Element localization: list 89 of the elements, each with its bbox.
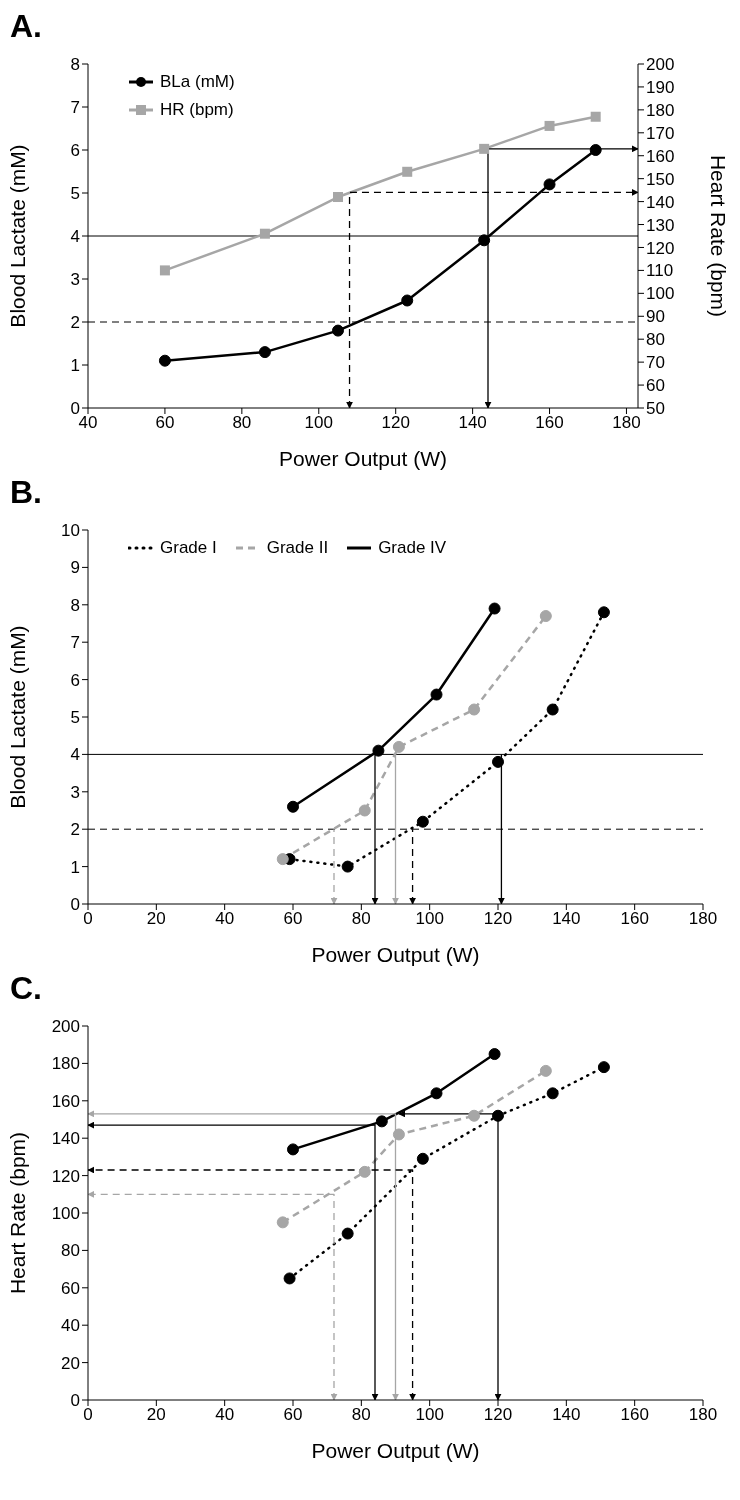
- y-tick-label: 2: [70, 313, 80, 333]
- y-tick-label: 0: [70, 1391, 80, 1411]
- y-tick-label: 7: [70, 633, 80, 653]
- x-tick-label: 120: [483, 909, 513, 929]
- legend-label: Grade II: [266, 538, 329, 558]
- chart-title: B.: [9, 474, 43, 510]
- y-tick-label: 1: [70, 356, 80, 376]
- x-tick-label: 120: [483, 1405, 513, 1425]
- y-tick-label: 120: [51, 1166, 80, 1186]
- x-tick-label: 140: [458, 413, 487, 433]
- x-tick-label: 100: [415, 909, 444, 929]
- y-tick-label: 0: [70, 399, 80, 419]
- y-tick-label: 3: [70, 270, 80, 290]
- y2-tick-label: 70: [646, 353, 665, 373]
- y2-tick-label: 50: [646, 399, 665, 419]
- y2-tick-label: 140: [646, 192, 675, 212]
- x-tick-label: 40: [215, 1405, 235, 1425]
- y-tick-label: 20: [61, 1353, 80, 1373]
- x-axis-title: Power Output (W): [311, 943, 480, 966]
- y-tick-label: 4: [70, 745, 80, 765]
- y2-tick-label: 180: [646, 100, 675, 120]
- y-tick-label: 100: [51, 1204, 80, 1224]
- y-tick-label: 200: [51, 1017, 80, 1037]
- y-tick-label: 180: [51, 1054, 80, 1074]
- y-tick-label: 1: [70, 857, 80, 877]
- y-tick-label: 160: [51, 1091, 80, 1111]
- chart-title: C.: [9, 970, 43, 1006]
- y-tick-label: 0: [70, 895, 80, 915]
- x-axis-title: Power Output (W): [278, 447, 448, 470]
- y-tick-label: 140: [51, 1129, 80, 1149]
- y2-tick-label: 90: [646, 307, 665, 327]
- x-tick-label: 20: [146, 1405, 166, 1425]
- y-axis-title: Heart Rate (bpm): [6, 1131, 30, 1295]
- y2-axis-title: Heart Rate (bpm): [706, 154, 730, 318]
- x-tick-label: 40: [215, 909, 235, 929]
- x-tick-label: 60: [155, 413, 175, 433]
- y-tick-label: 3: [70, 782, 80, 802]
- x-tick-label: 180: [612, 413, 641, 433]
- y2-tick-label: 130: [646, 215, 675, 235]
- x-tick-label: 140: [552, 909, 581, 929]
- y-tick-label: 9: [70, 558, 80, 578]
- y2-tick-label: 60: [646, 376, 665, 396]
- y-tick-label: 5: [70, 184, 80, 204]
- x-tick-label: 0: [83, 909, 93, 929]
- x-axis-title: Power Output (W): [311, 1439, 480, 1462]
- y-axis-title: Blood Lactate (mM): [6, 144, 30, 328]
- y-tick-label: 80: [61, 1241, 80, 1261]
- y-tick-label: 7: [70, 98, 80, 118]
- x-tick-label: 20: [146, 909, 166, 929]
- legend-label: Grade IV: [378, 538, 447, 558]
- legend-label: HR (bpm): [160, 100, 234, 120]
- y2-tick-label: 110: [646, 261, 674, 281]
- y-tick-label: 6: [70, 141, 80, 161]
- y-tick-label: 5: [70, 708, 80, 728]
- y-tick-label: 40: [61, 1316, 80, 1336]
- x-tick-label: 180: [688, 1405, 718, 1425]
- y-tick-label: 4: [70, 227, 80, 247]
- x-tick-label: 80: [232, 413, 252, 433]
- y2-tick-label: 150: [646, 169, 675, 189]
- y2-tick-label: 100: [646, 284, 675, 304]
- x-tick-label: 100: [415, 1405, 444, 1425]
- x-tick-label: 160: [620, 1405, 649, 1425]
- x-tick-label: 60: [283, 909, 303, 929]
- x-tick-label: 100: [304, 413, 333, 433]
- y2-tick-label: 160: [646, 146, 675, 166]
- y-tick-label: 6: [70, 670, 80, 690]
- x-tick-label: 80: [351, 1405, 371, 1425]
- x-tick-label: 80: [351, 909, 371, 929]
- legend-label: Grade I: [160, 538, 217, 558]
- x-tick-label: 180: [688, 909, 718, 929]
- y-tick-label: 8: [70, 595, 80, 615]
- y-tick-label: 8: [70, 55, 80, 75]
- x-tick-label: 140: [552, 1405, 581, 1425]
- y2-tick-label: 80: [646, 330, 665, 350]
- x-tick-label: 120: [381, 413, 410, 433]
- y-tick-label: 10: [61, 521, 80, 541]
- chart-title: A.: [9, 8, 43, 44]
- legend-label: BLa (mM): [160, 72, 235, 92]
- y2-tick-label: 120: [646, 238, 675, 258]
- y2-tick-label: 170: [646, 123, 675, 143]
- y2-tick-label: 190: [646, 77, 675, 97]
- y-axis-title: Blood Lactate (mM): [6, 625, 30, 809]
- y-tick-label: 2: [70, 820, 80, 840]
- y2-tick-label: 200: [646, 55, 675, 75]
- x-tick-label: 160: [620, 909, 649, 929]
- x-tick-label: 60: [283, 1405, 303, 1425]
- x-tick-label: 160: [535, 413, 564, 433]
- y-tick-label: 60: [61, 1278, 80, 1298]
- x-tick-label: 0: [83, 1405, 93, 1425]
